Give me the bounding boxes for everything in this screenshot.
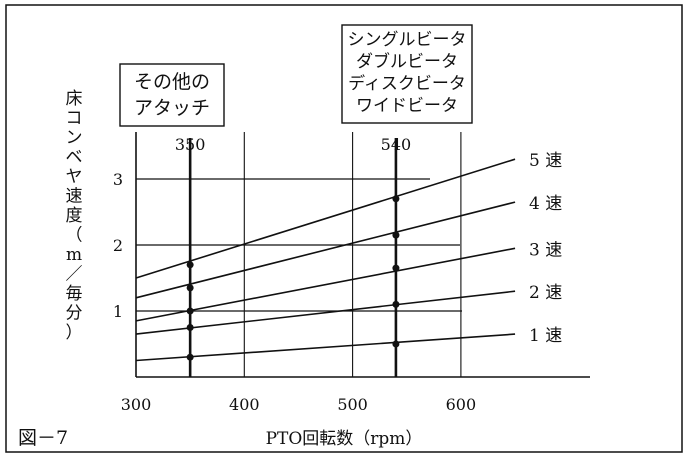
series-label-1: 1 速 [529,326,562,346]
note-box-540 [341,24,473,124]
data-point-1-540 [392,340,400,348]
y-tick-label-1: 1 [113,302,123,321]
x-tick-label-300: 300 [121,395,152,414]
y-tick-label-2: 2 [113,236,123,255]
note-box-350 [119,63,225,127]
figure-label: 図－7 [18,427,68,449]
note-line-540-0: シングルビータ [348,30,467,50]
data-point-5-540 [392,195,400,203]
reference-label-540: 540 [381,135,412,154]
data-point-5-350 [186,261,194,269]
data-point-1-350 [186,353,194,361]
data-point-3-350 [186,307,194,315]
x-tick-label-600: 600 [446,395,477,414]
grid [136,132,462,377]
data-point-3-540 [392,264,400,272]
x-tick-label-400: 400 [229,395,260,414]
note-line-350-0: その他の [134,71,210,93]
series-line-3 [135,247,516,322]
series-line-2 [135,290,516,335]
series-label-2: 2 速 [529,283,562,303]
series-label-3: 3 速 [529,240,562,260]
series-lines [135,158,516,362]
series-label-5: 5 速 [529,151,562,171]
figure-frame [5,4,683,453]
y-tick-label-3: 3 [113,170,123,189]
series-line-4 [135,201,516,299]
data-point-2-350 [186,324,194,331]
reference-label-350: 350 [175,135,206,154]
axes: 1 2 3 300 400 500 600 [113,132,590,414]
note-line-540-2: ディスクビータ [348,73,466,94]
series-label-4: 4 速 [529,194,562,214]
data-point-2-540 [392,300,400,308]
data-point-4-540 [392,231,400,239]
note-line-540-3: ワイドビータ [356,96,458,116]
x-axis-label: PTO回転数（rpm） [266,429,423,449]
note-line-350-1: アタッチ [134,97,210,119]
series-line-5 [135,158,516,279]
series-line-1 [135,333,516,362]
note-line-540-1: ダブルビータ [356,51,458,72]
x-tick-label-500: 500 [337,395,368,414]
y-axis-label: 床コンベヤ速度（ m ／毎分） [66,89,83,343]
data-point-4-350 [186,284,194,292]
